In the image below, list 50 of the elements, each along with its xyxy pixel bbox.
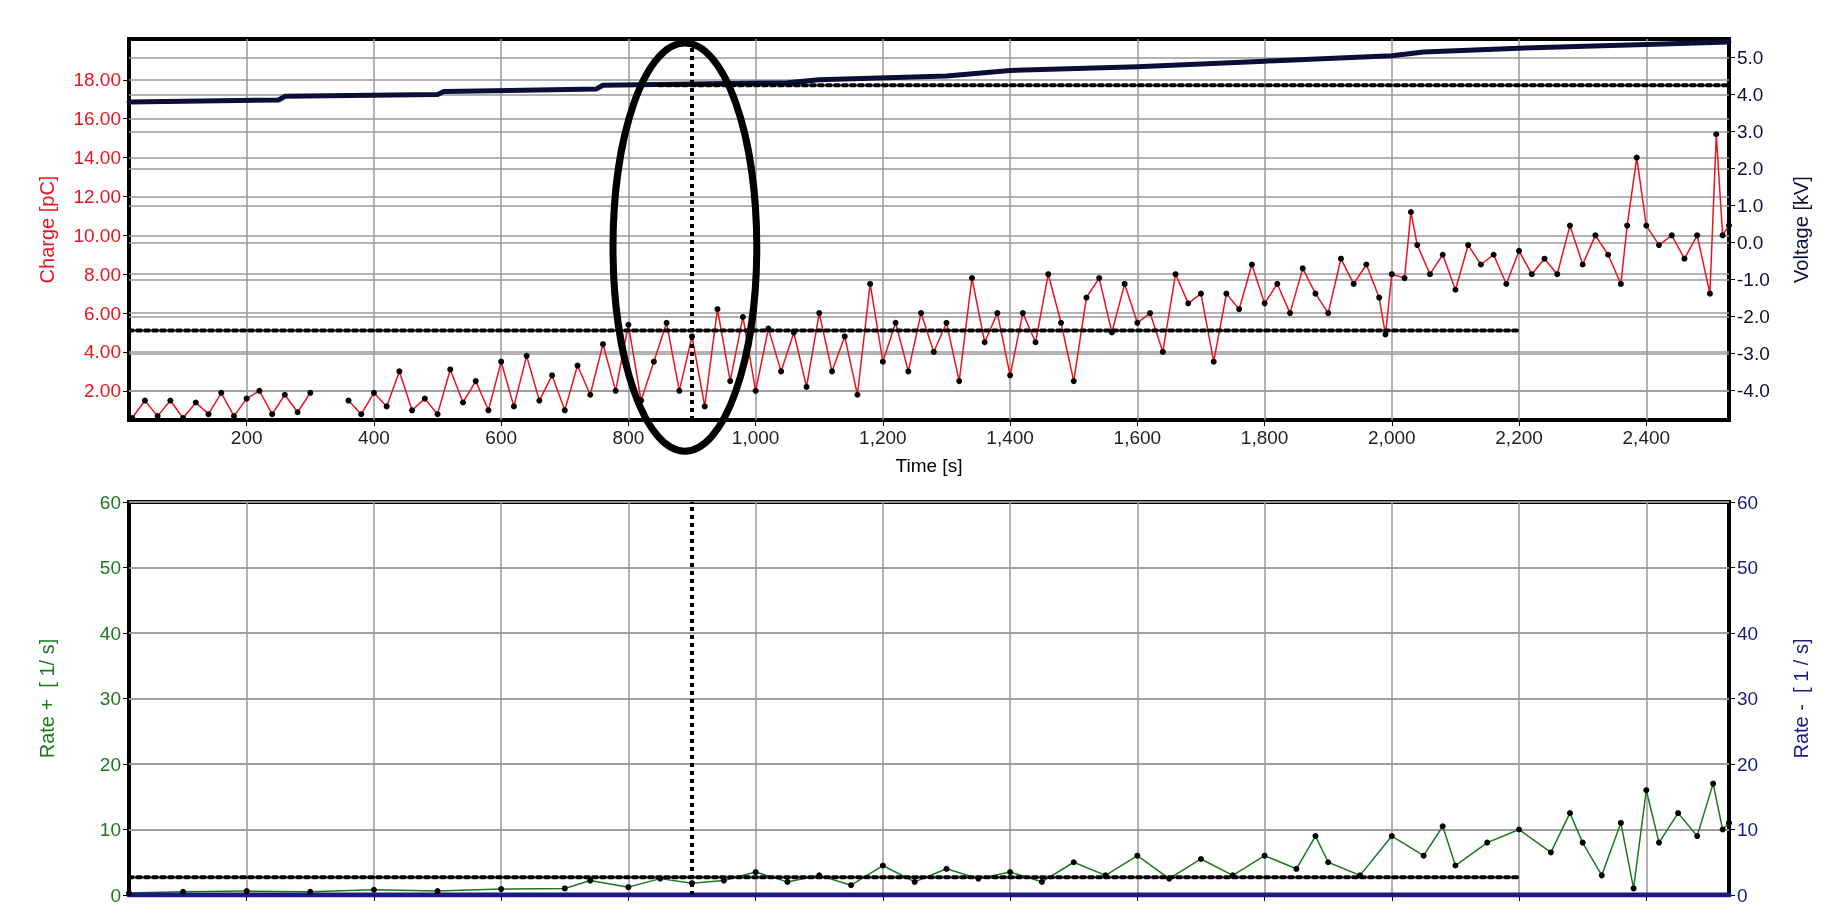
y-tick-label: 4.00: [84, 341, 121, 363]
x-tick-label: 2,400: [1622, 427, 1671, 448]
y-tick-label: 40: [99, 622, 121, 644]
x-tick-label: 2,000: [1368, 427, 1416, 448]
y2-tick-label: -4.0: [1737, 379, 1770, 401]
y-tick-label: 16.00: [73, 108, 121, 130]
x-tick-label: 200: [230, 427, 263, 448]
y-tick-label: 30: [99, 688, 121, 709]
y2-tick-label: 5.0: [1737, 47, 1764, 68]
y-tick-label: 14.00: [73, 147, 121, 169]
y2-tick-label: 2.0: [1737, 157, 1764, 179]
y2-tick-label: 1.0: [1737, 194, 1764, 216]
x-tick-label: 1,800: [1240, 427, 1289, 448]
y2-tick-label: -2.0: [1737, 305, 1770, 327]
x-tick-label: 1,600: [1113, 427, 1162, 448]
y2-tick-label: 4.0: [1737, 83, 1764, 105]
x-tick-label: 1,000: [731, 427, 780, 448]
y-tick-label: 2.00: [84, 380, 121, 402]
y2-tick-label: 20: [1737, 753, 1759, 775]
y2-tick-label: 0: [1737, 884, 1748, 906]
x-tick-label: 2,200: [1495, 427, 1543, 448]
y2-tick-label: 30: [1737, 688, 1759, 709]
x-tick-label: 400: [358, 427, 390, 448]
x-tick-label: 1,200: [859, 427, 907, 448]
x-tick-label: 800: [612, 427, 645, 448]
x-axis-title: Time [s]: [895, 455, 963, 476]
y2-tick-label: 3.0: [1737, 120, 1764, 142]
y2-tick-label: 10: [1737, 819, 1759, 840]
y2-tick-label: 0.0: [1737, 231, 1764, 253]
y-tick-label: 0: [110, 884, 121, 906]
x-tick-label: 1,400: [986, 427, 1034, 448]
y2-axis-title: Voltage [kV]: [1790, 176, 1812, 283]
y-tick-label: 12.00: [73, 185, 121, 207]
y2-tick-label: -3.0: [1737, 342, 1770, 364]
y-tick-label: 60: [99, 491, 121, 513]
y-tick-label: 20: [99, 753, 121, 775]
y-axis-title: Charge [pC]: [36, 175, 58, 284]
y2-tick-label: 50: [1737, 557, 1759, 578]
y-tick-label: 6.00: [84, 302, 121, 324]
y-tick-label: 18.00: [73, 69, 121, 91]
y-axis-title: Rate + [ 1/ s]: [36, 638, 58, 759]
y-tick-label: 10.00: [73, 224, 121, 246]
y2-axis-title: Rate - [ 1 / s]: [1790, 638, 1812, 759]
y2-tick-label: 60: [1737, 491, 1759, 513]
y-tick-label: 8.00: [84, 263, 121, 285]
y2-tick-label: -1.0: [1737, 268, 1770, 290]
y-tick-label: 10: [99, 819, 121, 840]
y2-tick-label: 40: [1737, 622, 1759, 644]
y-tick-label: 50: [99, 557, 121, 578]
x-tick-label: 600: [485, 427, 518, 448]
